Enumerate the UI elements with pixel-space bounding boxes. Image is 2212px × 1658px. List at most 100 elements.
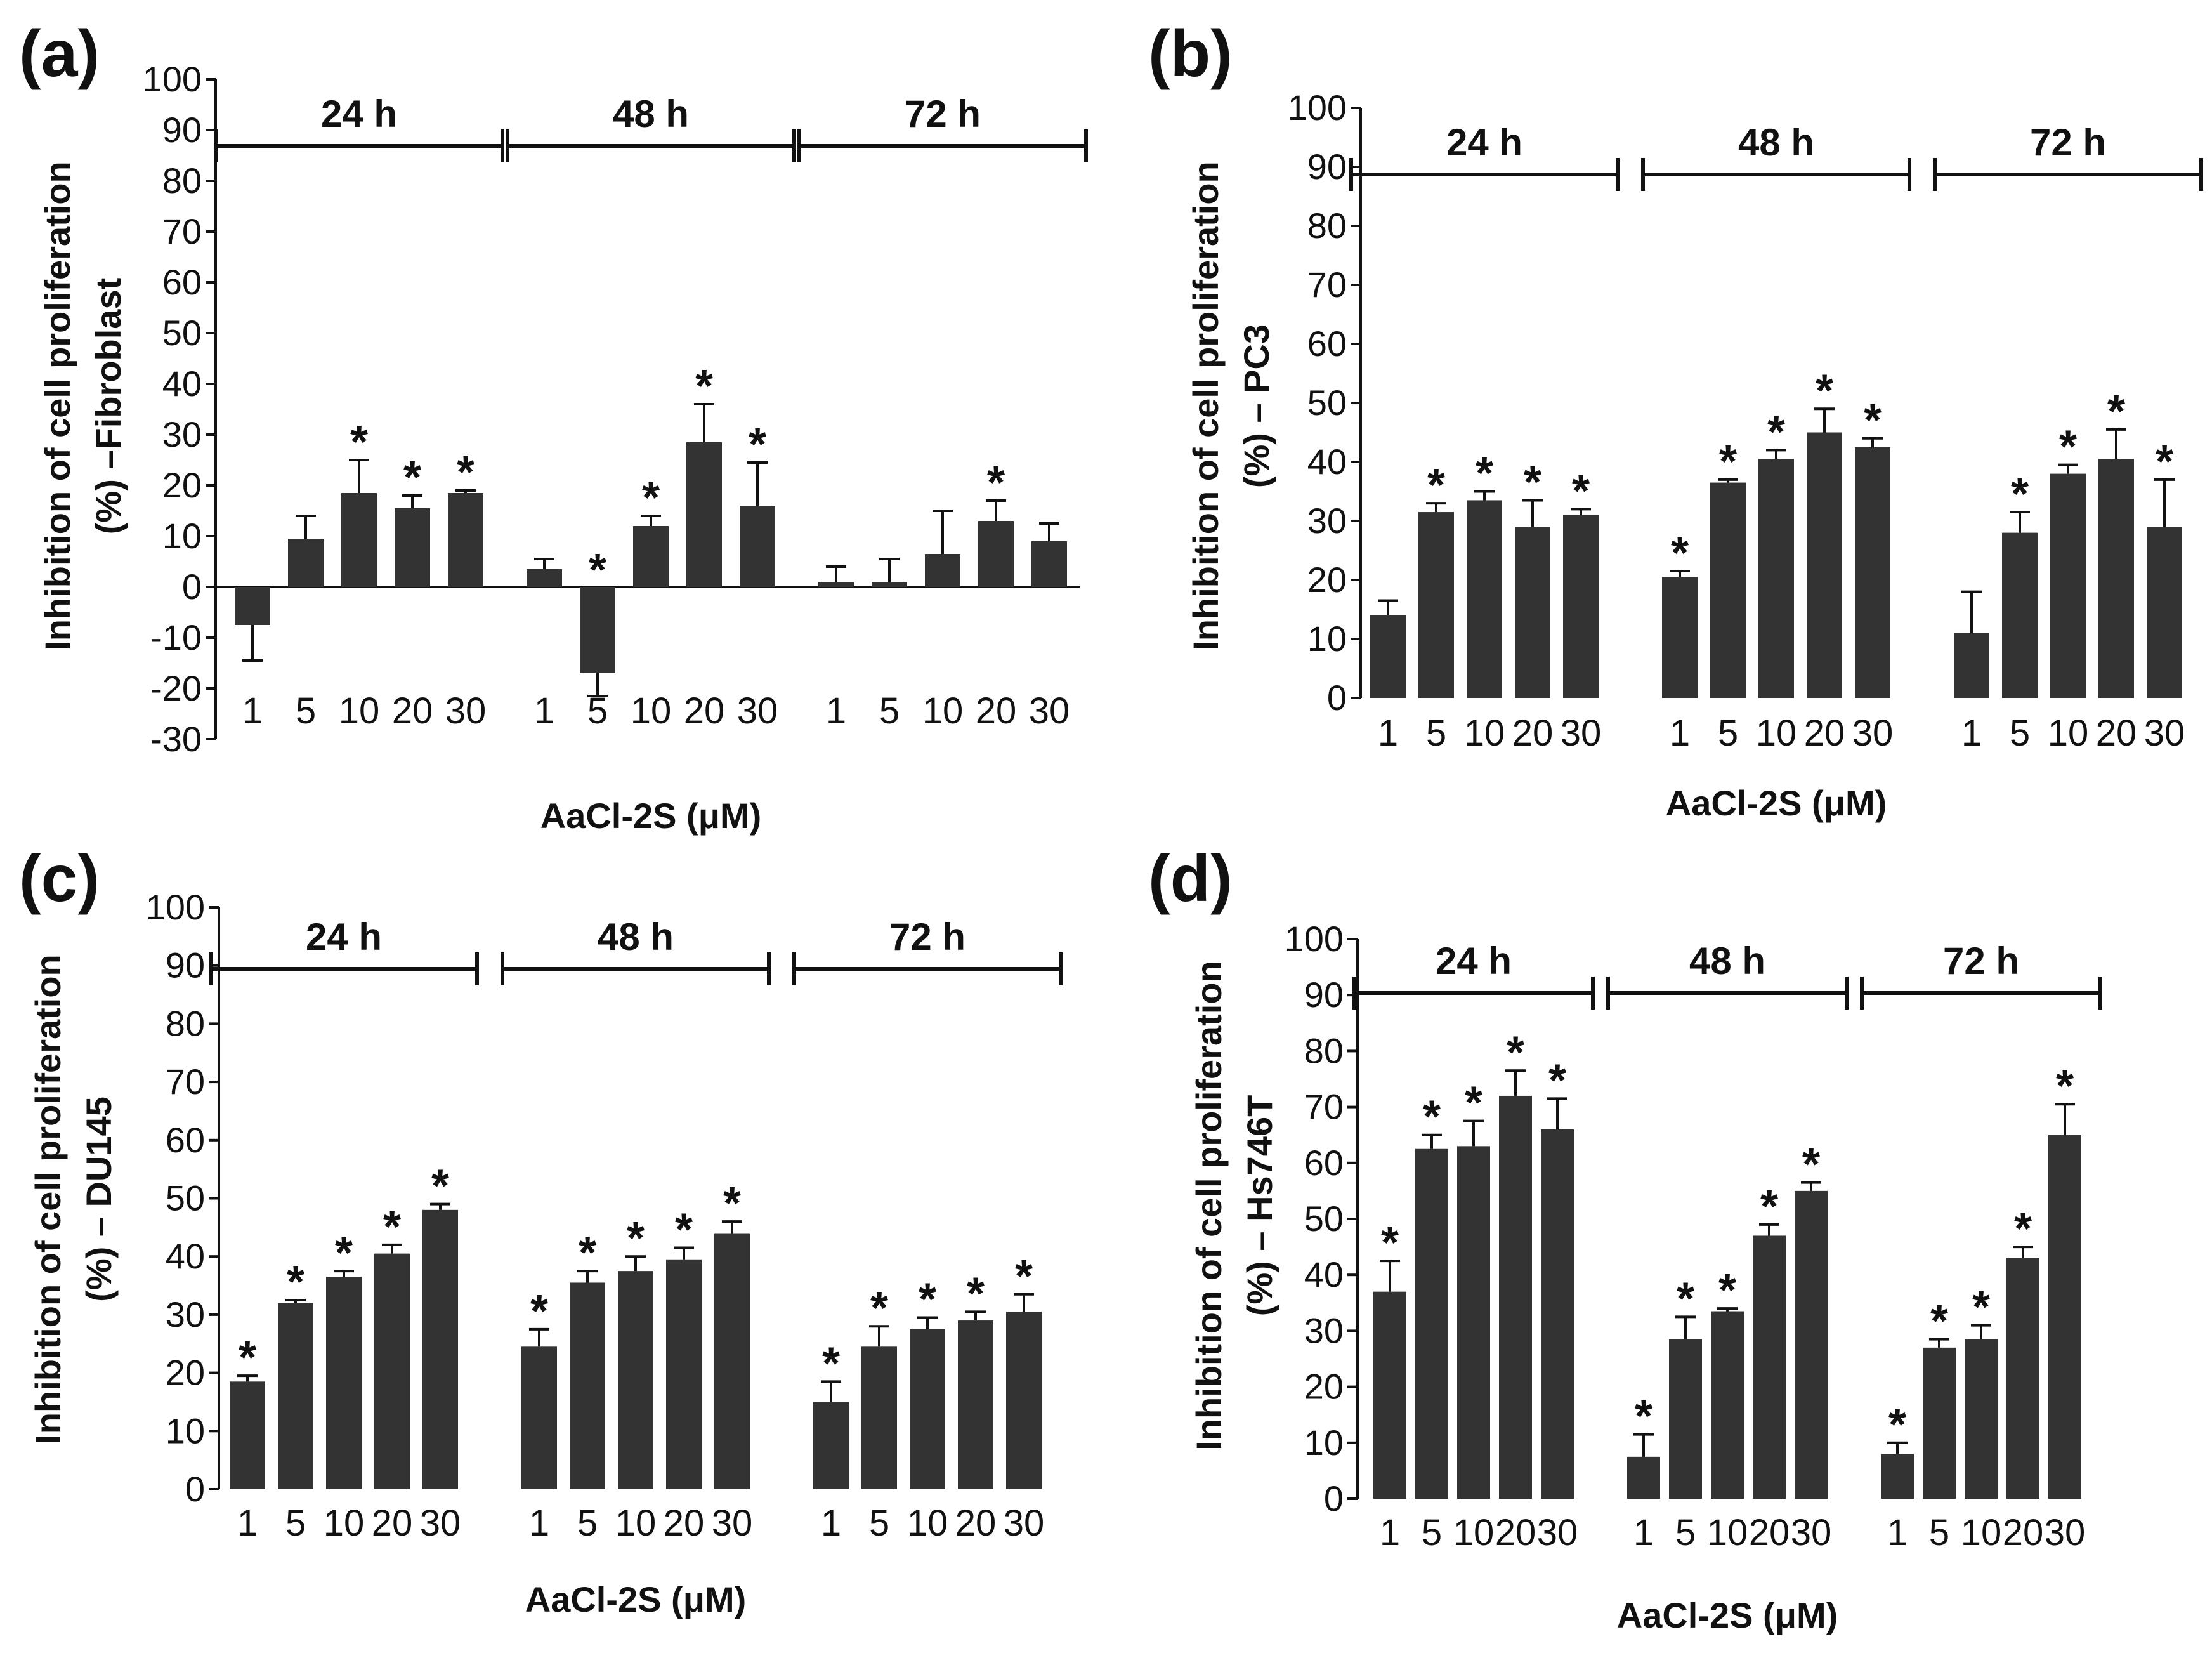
bar (2006, 1258, 2039, 1499)
x-category-label: 1 (242, 690, 263, 732)
panel-label: (a) (19, 17, 100, 91)
significance-star: * (870, 1283, 888, 1334)
x-category-label: 10 (339, 690, 380, 732)
significance-star: * (457, 447, 474, 498)
bar (633, 526, 669, 587)
x-category-label: 5 (2010, 713, 2030, 754)
significance-star: * (2156, 437, 2173, 487)
x-category-label: 20 (976, 690, 1017, 732)
y-axis-label: Inhibition of cell proliferation (1189, 961, 1229, 1451)
bar (395, 508, 430, 587)
bar (1373, 1291, 1406, 1499)
x-category-label: 1 (1633, 1512, 1654, 1553)
x-category-label: 30 (1561, 713, 1602, 754)
x-category-label: 30 (2045, 1512, 2086, 1553)
y-tick-label: 80 (162, 161, 202, 201)
y-tick-label: 60 (162, 262, 202, 302)
y-tick-label: 90 (166, 945, 205, 985)
significance-star: * (1767, 407, 1785, 457)
x-category-label: 10 (1961, 1512, 2002, 1553)
bar (910, 1329, 945, 1489)
significance-star: * (723, 1178, 741, 1229)
y-axis-label-cell-line: (%) –Fibroblast (88, 278, 128, 534)
x-category-label: 5 (1422, 1512, 1442, 1553)
x-category-label: 30 (1537, 1512, 1578, 1553)
bar (1881, 1454, 1914, 1499)
y-tick-label: 50 (162, 313, 202, 353)
x-category-label: 10 (615, 1503, 657, 1544)
bar (861, 1346, 897, 1489)
x-category-label: 20 (664, 1503, 705, 1544)
x-category-label: 10 (324, 1503, 365, 1544)
significance-star: * (1427, 460, 1445, 511)
y-tick-label: 40 (1304, 1254, 1344, 1294)
bar (448, 493, 483, 587)
bar (1457, 1146, 1490, 1499)
significance-star: * (1635, 1392, 1652, 1442)
group-label: 24 h (306, 916, 382, 958)
x-axis-label: AaCl-2S (μM) (1666, 783, 1887, 823)
y-tick-label: 100 (143, 59, 202, 99)
significance-star: * (1381, 1218, 1399, 1268)
significance-star: * (1548, 1055, 1566, 1106)
bar (1795, 1190, 1828, 1499)
group-label: 24 h (1436, 940, 1512, 982)
y-tick-label: 10 (1304, 1423, 1344, 1463)
y-tick-label: 40 (166, 1236, 205, 1276)
y-axis-label: Inhibition of cell proliferation (37, 161, 77, 651)
significance-star: * (1677, 1273, 1694, 1324)
bar (341, 493, 377, 587)
bar (1669, 1339, 1702, 1499)
significance-star: * (1802, 1140, 1820, 1190)
x-category-label: 20 (684, 690, 725, 732)
significance-star: * (1524, 457, 1541, 508)
bar (1370, 615, 1406, 698)
chart-panel-2: (b) Inhibition of cell proliferation (%) –… (1148, 17, 2203, 823)
x-axis-label: AaCl-2S (μM) (1617, 1595, 1838, 1635)
y-axis-label-cell-line: (%) – Hs746T (1240, 1095, 1279, 1317)
significance-star: * (822, 1338, 840, 1389)
bar (2147, 527, 2182, 698)
y-tick-label: 30 (1307, 501, 1347, 541)
y-tick-label: 0 (1327, 678, 1347, 718)
significance-star: * (239, 1332, 256, 1383)
bar (1031, 541, 1067, 587)
x-category-label: 5 (1718, 713, 1738, 754)
bar (527, 569, 562, 587)
significance-star: * (1930, 1296, 1948, 1347)
x-category-label: 5 (1675, 1512, 1696, 1553)
bar (2098, 459, 2134, 698)
bar (1662, 577, 1698, 698)
x-category-label: 5 (577, 1503, 598, 1544)
significance-star: * (749, 419, 766, 470)
y-tick-label: 80 (166, 1003, 205, 1043)
significance-star: * (1972, 1282, 1990, 1333)
y-tick-label: 100 (1288, 88, 1347, 128)
y-tick-label: 30 (1304, 1310, 1344, 1350)
x-category-label: 20 (1804, 713, 1845, 754)
x-category-label: 1 (1380, 1512, 1400, 1553)
significance-star: * (335, 1228, 353, 1279)
bar (326, 1277, 362, 1489)
panel-label: (c) (19, 842, 100, 916)
bar (925, 554, 960, 587)
y-tick-label: 30 (162, 414, 202, 454)
group-label: 24 h (321, 93, 397, 135)
group-label: 72 h (1943, 940, 2019, 982)
x-category-label: 10 (1453, 1512, 1495, 1553)
bar (374, 1253, 410, 1489)
y-tick-label: -10 (150, 617, 202, 657)
significance-star: * (530, 1286, 548, 1337)
significance-star: * (695, 361, 713, 412)
y-tick-label: 40 (1307, 442, 1347, 482)
y-tick-label: 10 (166, 1411, 205, 1451)
y-tick-label: 10 (1307, 619, 1347, 659)
x-category-label: 5 (296, 690, 316, 732)
y-tick-label: 60 (1304, 1143, 1344, 1183)
bar (818, 582, 854, 587)
significance-star: * (2056, 1061, 2074, 1112)
y-axis-label: Inhibition of cell proliferation (1186, 161, 1226, 651)
x-category-label: 5 (285, 1503, 306, 1544)
x-category-label: 30 (1791, 1512, 1832, 1553)
x-category-label: 30 (737, 690, 778, 732)
